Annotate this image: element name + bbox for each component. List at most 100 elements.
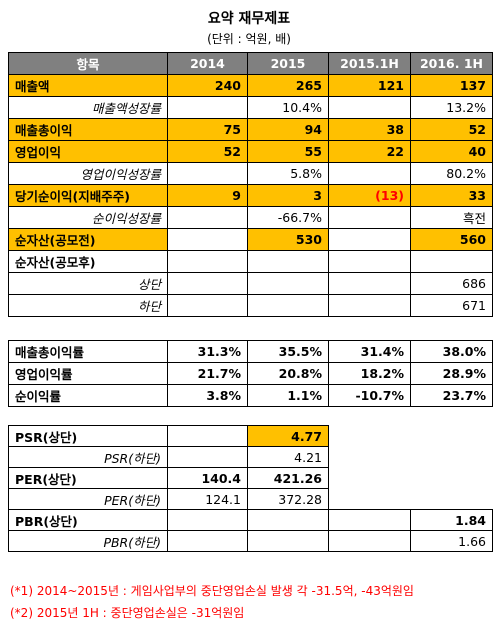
table-cell	[247, 250, 329, 273]
table-cell: 52	[167, 140, 248, 163]
table-cell: 80.2%	[410, 162, 493, 185]
table-cell: 9	[167, 184, 248, 207]
table-cell: 1.84	[410, 509, 493, 531]
table-cell	[247, 272, 329, 295]
header-2016-1h: 2016. 1H	[410, 52, 493, 75]
table-cell: 40	[410, 140, 493, 163]
margin-ratio-table: 매출총이익률 31.3% 35.5% 31.4% 38.0% 영업이익률 21.…	[8, 340, 493, 407]
table-cell: 94	[247, 118, 329, 141]
table-cell	[328, 250, 411, 273]
unit-caption: (단위 : 억원, 배)	[207, 32, 291, 46]
row-label: PSR(상단)	[8, 425, 168, 447]
table-cell	[328, 509, 411, 531]
table-cell: 671	[410, 294, 493, 317]
table-cell: 75	[167, 118, 248, 141]
table-header-row: 항목 2014 2015 2015.1H 2016. 1H	[8, 52, 493, 75]
table-cell: 3.8%	[167, 384, 248, 407]
table-cell: 22	[328, 140, 411, 163]
table-cell: 21.7%	[167, 362, 248, 385]
row-label: 하단	[8, 294, 168, 317]
table-cell	[411, 489, 493, 510]
header-item: 항목	[8, 52, 168, 75]
financial-summary-table: 항목 2014 2015 2015.1H 2016. 1H 매출액 240 26…	[8, 52, 493, 317]
table-cell	[167, 530, 248, 552]
row-label: 순자산(공모전)	[8, 228, 168, 251]
row-label: 매출총이익	[8, 118, 168, 141]
table-cell: 137	[410, 74, 493, 97]
row-label: 순자산(공모후)	[8, 250, 168, 273]
table-row: 순자산(공모전) 530 560	[8, 228, 493, 251]
row-label: 순이익성장률	[8, 206, 168, 229]
table-row: PSR(상단) 4.77	[8, 425, 493, 447]
table-row: 당기순이익(지배주주) 9 3 (13) 33	[8, 184, 493, 207]
row-label: PBR(하단)	[8, 530, 168, 552]
footnote-1: (*1) 2014~2015년 : 게임사업부의 중단영업손실 발생 각 -31…	[10, 584, 414, 598]
header-2014: 2014	[167, 52, 248, 75]
table-row: 영업이익 52 55 22 40	[8, 140, 493, 163]
report-title: 요약 재무제표	[207, 11, 291, 27]
table-cell	[328, 206, 411, 229]
valuation-table: PSR(상단) 4.77 PSR(하단) 4.21 PER(상단) 140.4 …	[8, 425, 493, 552]
table-cell: 35.5%	[247, 340, 329, 363]
table-row: 순이익성장률 -66.7% 흑전	[8, 206, 493, 229]
row-label: 영업이익	[8, 140, 168, 163]
table-cell: 13.2%	[410, 96, 493, 119]
table-cell: 240	[167, 74, 248, 97]
table-cell	[167, 425, 248, 447]
table-cell: 686	[410, 272, 493, 295]
row-label: PSR(하단)	[8, 446, 168, 468]
table-cell	[247, 294, 329, 317]
row-label: 영업이익성장률	[8, 162, 168, 185]
table-row: 매출액성장률 10.4% 13.2%	[8, 96, 493, 119]
table-cell	[410, 250, 493, 273]
table-cell	[167, 446, 248, 468]
table-row: 순이익률 3.8% 1.1% -10.7% 23.7%	[8, 384, 493, 407]
table-cell: 372.28	[247, 488, 329, 510]
table-cell: 560	[410, 228, 493, 251]
table-row: PSR(하단) 4.21	[8, 446, 493, 468]
table-cell: 10.4%	[247, 96, 329, 119]
table-cell: 55	[247, 140, 329, 163]
table-cell: 20.8%	[247, 362, 329, 385]
table-cell: 4.21	[247, 446, 329, 468]
table-cell: 5.8%	[247, 162, 329, 185]
table-row: 상단 686	[8, 272, 493, 295]
table-cell: 1.66	[410, 530, 493, 552]
table-row: 매출액 240 265 121 137	[8, 74, 493, 97]
table-cell: 흑전	[410, 206, 493, 229]
table-cell: 1.1%	[247, 384, 329, 407]
table-cell: 23.7%	[410, 384, 493, 407]
table-cell: 28.9%	[410, 362, 493, 385]
table-row: 영업이익률 21.7% 20.8% 18.2% 28.9%	[8, 362, 493, 385]
table-cell: 530	[247, 228, 329, 251]
table-row: PBR(상단) 1.84	[8, 509, 493, 531]
table-cell: 52	[410, 118, 493, 141]
footnote-2: (*2) 2015년 1H : 중단영업손실은 -31억원임	[10, 606, 245, 620]
table-cell	[167, 162, 248, 185]
table-cell	[167, 272, 248, 295]
table-cell: 121	[328, 74, 411, 97]
table-row: 영업이익성장률 5.8% 80.2%	[8, 162, 493, 185]
row-label: 상단	[8, 272, 168, 295]
table-cell	[167, 509, 248, 531]
table-cell: 421.26	[247, 467, 329, 489]
table-cell: 265	[247, 74, 329, 97]
table-cell	[329, 447, 411, 468]
table-cell	[329, 426, 411, 447]
table-cell: 31.3%	[167, 340, 248, 363]
table-cell	[247, 530, 329, 552]
table-cell: 38	[328, 118, 411, 141]
table-row: PER(상단) 140.4 421.26	[8, 467, 493, 489]
header-2015: 2015	[247, 52, 329, 75]
table-cell: 140.4	[167, 467, 248, 489]
table-cell: 38.0%	[410, 340, 493, 363]
table-cell	[411, 468, 493, 489]
row-label: PBR(상단)	[8, 509, 168, 531]
table-cell: -10.7%	[328, 384, 411, 407]
table-row: 매출총이익 75 94 38 52	[8, 118, 493, 141]
row-label: 영업이익률	[8, 362, 168, 385]
row-label: 순이익률	[8, 384, 168, 407]
table-cell	[167, 228, 248, 251]
table-cell	[328, 294, 411, 317]
row-label: 당기순이익(지배주주)	[8, 184, 168, 207]
